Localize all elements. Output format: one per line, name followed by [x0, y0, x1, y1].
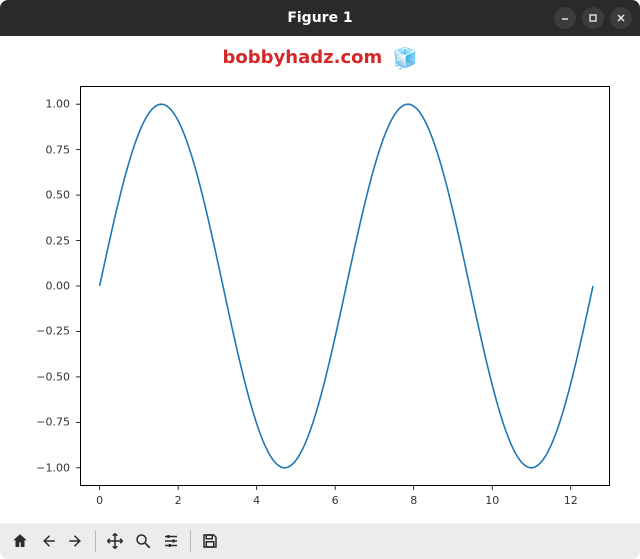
y-tick-label: 0.00: [46, 280, 71, 293]
y-tick-label: −0.25: [36, 325, 70, 338]
toolbar-separator: [190, 530, 191, 552]
save-button[interactable]: [196, 527, 224, 555]
x-tick-label: 12: [564, 494, 578, 507]
back-icon: [39, 532, 57, 550]
ice-cube-icon: 🧊: [393, 46, 418, 70]
minimize-button[interactable]: [554, 7, 576, 29]
maximize-button[interactable]: [582, 7, 604, 29]
figure-window: Figure 1 bobbyhadz.com 🧊 0 2 4 6 8 10 12 −1.00 −…: [0, 0, 640, 559]
line-chart: [80, 86, 610, 486]
x-tick-label: 4: [253, 494, 260, 507]
forward-button[interactable]: [62, 527, 90, 555]
y-tick-label: −0.50: [36, 370, 70, 383]
chart-title-text: bobbyhadz.com: [223, 47, 383, 68]
forward-icon: [67, 532, 85, 550]
window-controls: [554, 0, 632, 36]
titlebar: Figure 1: [0, 0, 640, 36]
x-tick-label: 2: [175, 494, 182, 507]
y-tick-label: −0.75: [36, 416, 70, 429]
home-button[interactable]: [6, 527, 34, 555]
zoom-button[interactable]: [129, 527, 157, 555]
chart-title: bobbyhadz.com 🧊: [0, 46, 640, 70]
x-tick-label: 8: [410, 494, 417, 507]
back-button[interactable]: [34, 527, 62, 555]
sin-line: [100, 104, 593, 468]
save-icon: [201, 532, 219, 550]
figure-canvas: bobbyhadz.com 🧊 0 2 4 6 8 10 12 −1.00 −0.75 −0.50…: [0, 36, 640, 523]
pan-button[interactable]: [101, 527, 129, 555]
x-tick-label: 10: [485, 494, 499, 507]
x-tick-label: 6: [332, 494, 339, 507]
home-icon: [11, 532, 29, 550]
zoom-icon: [134, 532, 152, 550]
y-tick-label: 0.50: [46, 189, 71, 202]
matplotlib-toolbar: [0, 523, 640, 559]
y-tick-label: 0.25: [46, 234, 71, 247]
y-tick-label: 0.75: [46, 143, 71, 156]
x-tick-label: 0: [96, 494, 103, 507]
configure-icon: [162, 532, 180, 550]
close-button[interactable]: [610, 7, 632, 29]
axes-area: [80, 86, 610, 486]
toolbar-separator: [95, 530, 96, 552]
window-title: Figure 1: [287, 10, 352, 26]
y-tick-label: −1.00: [36, 461, 70, 474]
y-tick-label: 1.00: [46, 98, 71, 111]
configure-button[interactable]: [157, 527, 185, 555]
pan-icon: [106, 532, 124, 550]
